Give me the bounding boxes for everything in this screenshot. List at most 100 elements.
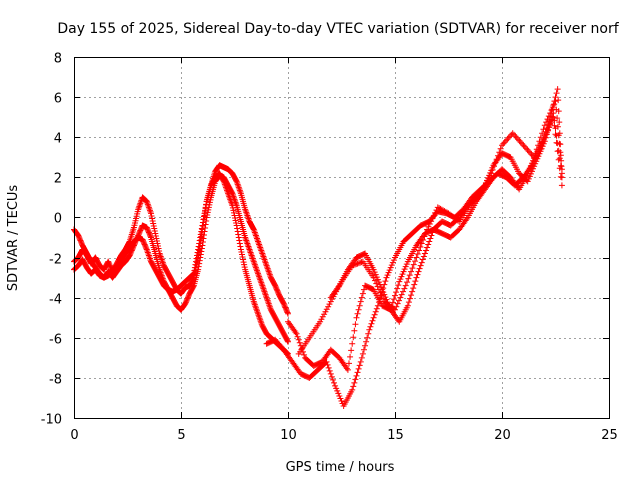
data-point (325, 364, 332, 371)
data-point (552, 131, 559, 138)
data-point (145, 228, 152, 235)
data-point (203, 201, 210, 208)
data-point (505, 134, 512, 141)
data-point (182, 299, 189, 306)
data-point (409, 265, 416, 272)
data-point (140, 239, 147, 246)
data-point (517, 139, 524, 146)
data-point (422, 229, 429, 236)
data-point (238, 249, 245, 256)
data-point (237, 243, 244, 250)
data-point (372, 308, 379, 315)
data-point (520, 142, 527, 149)
data-point (394, 300, 401, 307)
data-point (543, 129, 550, 136)
data-point (234, 225, 241, 232)
data-point (353, 372, 360, 379)
data-point (382, 294, 389, 301)
series-track-c (71, 170, 291, 357)
data-point (230, 207, 237, 214)
data-point (350, 383, 357, 390)
data-point (198, 248, 205, 255)
data-point (408, 268, 415, 275)
data-point (298, 345, 305, 352)
data-point (230, 209, 237, 216)
data-point (235, 234, 242, 241)
y-tick-label: 4 (54, 132, 62, 147)
data-point (415, 268, 422, 275)
data-point (404, 302, 411, 309)
data-point (196, 257, 203, 264)
data-point (554, 123, 561, 130)
data-point (240, 259, 247, 266)
data-point (148, 212, 155, 219)
data-point (375, 279, 382, 286)
data-point (284, 309, 291, 316)
data-point (149, 215, 156, 222)
data-point (397, 294, 404, 301)
data-point (355, 306, 362, 313)
data-point (75, 233, 82, 240)
y-tick-label: 6 (54, 92, 62, 107)
data-point (275, 290, 282, 297)
data-point (182, 300, 189, 307)
data-point (144, 225, 151, 232)
y-tick-label: 0 (54, 212, 62, 227)
axis-ticks: 0 5 10 15 20 25 -10 -8 -6 -4 -2 0 2 4 6 8 (41, 52, 618, 444)
data-point (371, 311, 378, 318)
data-point (556, 165, 563, 172)
data-point (371, 269, 378, 276)
data-point (197, 254, 204, 261)
data-point (344, 366, 351, 373)
data-point (137, 227, 144, 234)
x-tick-label: 10 (280, 428, 297, 443)
data-point (284, 337, 291, 344)
data-point (414, 251, 421, 258)
data-point (206, 201, 213, 208)
data-point (528, 168, 535, 175)
y-tick-label: -10 (41, 413, 62, 428)
data-point (280, 300, 287, 307)
data-point (324, 361, 331, 368)
data-point (202, 224, 209, 231)
plot-frame (74, 57, 610, 419)
data-point (416, 265, 423, 272)
data-point (151, 225, 158, 232)
data-point (384, 299, 391, 306)
data-point (370, 314, 377, 321)
data-point (532, 152, 539, 159)
data-point (403, 261, 410, 268)
data-point (294, 333, 301, 340)
data-point (191, 267, 198, 274)
data-point (396, 297, 403, 304)
data-point (152, 232, 159, 239)
data-point (419, 256, 426, 263)
data-point (220, 177, 227, 184)
data-point (199, 239, 206, 246)
data-point (553, 90, 560, 97)
data-point (542, 131, 549, 138)
data-point (357, 259, 364, 266)
data-point (558, 182, 565, 189)
data-point (360, 286, 367, 293)
data-point (555, 132, 562, 139)
data-point (501, 139, 508, 146)
data-point (549, 116, 556, 123)
data-point (145, 229, 152, 236)
data-point (385, 301, 392, 308)
data-point (285, 338, 291, 345)
data-point (490, 163, 497, 170)
data-point (406, 272, 413, 279)
data-point (143, 245, 150, 252)
data-point (136, 229, 143, 236)
data-point (106, 262, 113, 269)
data-point (365, 330, 372, 337)
data-point (488, 170, 495, 177)
data-point (489, 166, 496, 173)
data-point (184, 294, 191, 301)
data-point (370, 266, 377, 273)
data-point (401, 266, 408, 273)
series-track-g (327, 114, 565, 325)
data-point (511, 131, 518, 138)
data-point (401, 285, 408, 292)
